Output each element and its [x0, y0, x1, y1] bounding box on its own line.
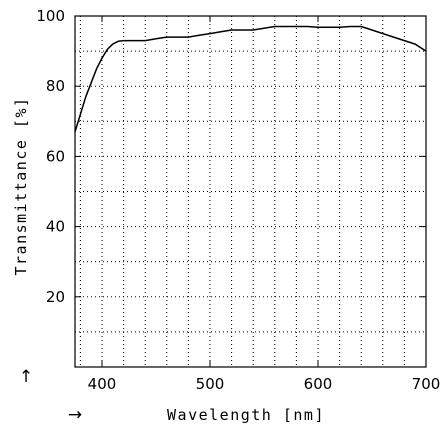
series-line-0 — [74, 25, 427, 133]
x-tick-label: 700 — [412, 375, 441, 393]
y-tick-label: 80 — [46, 77, 65, 95]
axis-ticks — [75, 15, 427, 367]
y-tick-label: 60 — [46, 147, 65, 165]
y-axis-label: Transmittance [%] — [12, 96, 30, 275]
tick-labels: 400 500 600 700 20 40 60 80 100 — [36, 7, 440, 393]
plot-frame — [74, 15, 427, 368]
grid — [75, 16, 426, 367]
x-tick-label: 400 — [88, 375, 117, 393]
x-axis-label: Wavelength [nm] — [167, 406, 325, 424]
y-tick-label: 40 — [46, 218, 65, 236]
x-tick-label: 500 — [196, 375, 225, 393]
y-axis-arrow: ↑ — [19, 367, 33, 387]
plot-border — [74, 15, 427, 368]
x-tick-label: 600 — [304, 375, 333, 393]
y-tick-label: 100 — [36, 7, 65, 25]
y-tick-label: 20 — [46, 288, 65, 306]
series-group — [74, 25, 427, 133]
x-axis-arrow: → — [68, 405, 82, 425]
